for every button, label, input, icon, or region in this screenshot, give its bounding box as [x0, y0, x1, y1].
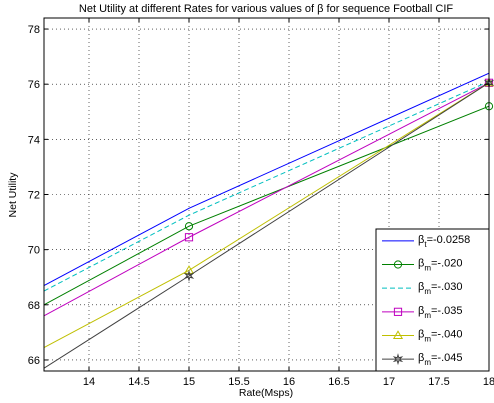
legend-marker [393, 307, 403, 316]
data-point [184, 233, 194, 242]
x-tick-label: 17 [383, 376, 395, 388]
series-3 [44, 80, 489, 292]
series-4 [44, 78, 494, 317]
legend-marker [393, 260, 403, 269]
x-tick-label: 18 [483, 376, 494, 388]
y-tick-label: 72 [28, 190, 40, 202]
series-line [44, 82, 489, 369]
legend-entry: βm=-.045 [382, 352, 463, 367]
y-tick-label: 76 [28, 79, 40, 91]
y-tick-label: 78 [28, 24, 40, 36]
legend-label: βm=-.020 [418, 258, 463, 273]
data-point [183, 269, 195, 282]
legend-marker [392, 353, 404, 366]
y-axis-label: Net Utility [7, 172, 19, 218]
legend-marker [392, 330, 404, 339]
data-point [184, 222, 194, 231]
legend: βt=-0.0258 βm=-.020 βm=-.030 βm=-.035 βm=-.0… [375, 228, 490, 372]
series-line [44, 80, 489, 292]
legend-label: βt=-0.0258 [418, 234, 470, 249]
legend-label: βm=-.040 [418, 329, 463, 344]
series-1 [44, 72, 489, 286]
y-tick-label: 70 [28, 245, 40, 257]
series-line [44, 72, 489, 286]
chart-title: Net Utility at different Rates for vario… [79, 3, 453, 15]
x-tick-label: 15.5 [228, 376, 249, 388]
y-tick-label: 74 [28, 134, 40, 146]
series-line [44, 105, 489, 306]
x-tick-label: 17.5 [428, 376, 449, 388]
axis-ticks: 14 14.5 15 15.5 16 16.5 17 17.5 18 66 68 70 72 74 76 78 [28, 18, 494, 388]
legend-entry: βm=-.040 [382, 329, 463, 344]
x-tick-label: 16 [283, 376, 295, 388]
x-tick-label: 14.5 [128, 376, 149, 388]
x-tick-label: 14 [83, 376, 95, 388]
y-tick-label: 66 [28, 355, 40, 367]
legend-label: βm=-.045 [418, 352, 463, 367]
legend-box [375, 228, 490, 372]
legend-label: βm=-.035 [418, 305, 463, 320]
legend-entry: βt=-0.0258 [382, 234, 470, 249]
y-tick-label: 68 [28, 300, 40, 312]
legend-entry: βm=-.020 [382, 258, 463, 273]
x-axis-label: Rate(Msps) [239, 387, 293, 399]
x-tick-label: 15 [183, 376, 195, 388]
series-line [44, 82, 489, 317]
series-group [44, 72, 494, 369]
legend-entry: βm=-.035 [382, 305, 463, 320]
x-tick-label: 16.5 [328, 376, 349, 388]
legend-entry: βm=-.030 [382, 281, 463, 296]
legend-label: βm=-.030 [418, 281, 463, 296]
